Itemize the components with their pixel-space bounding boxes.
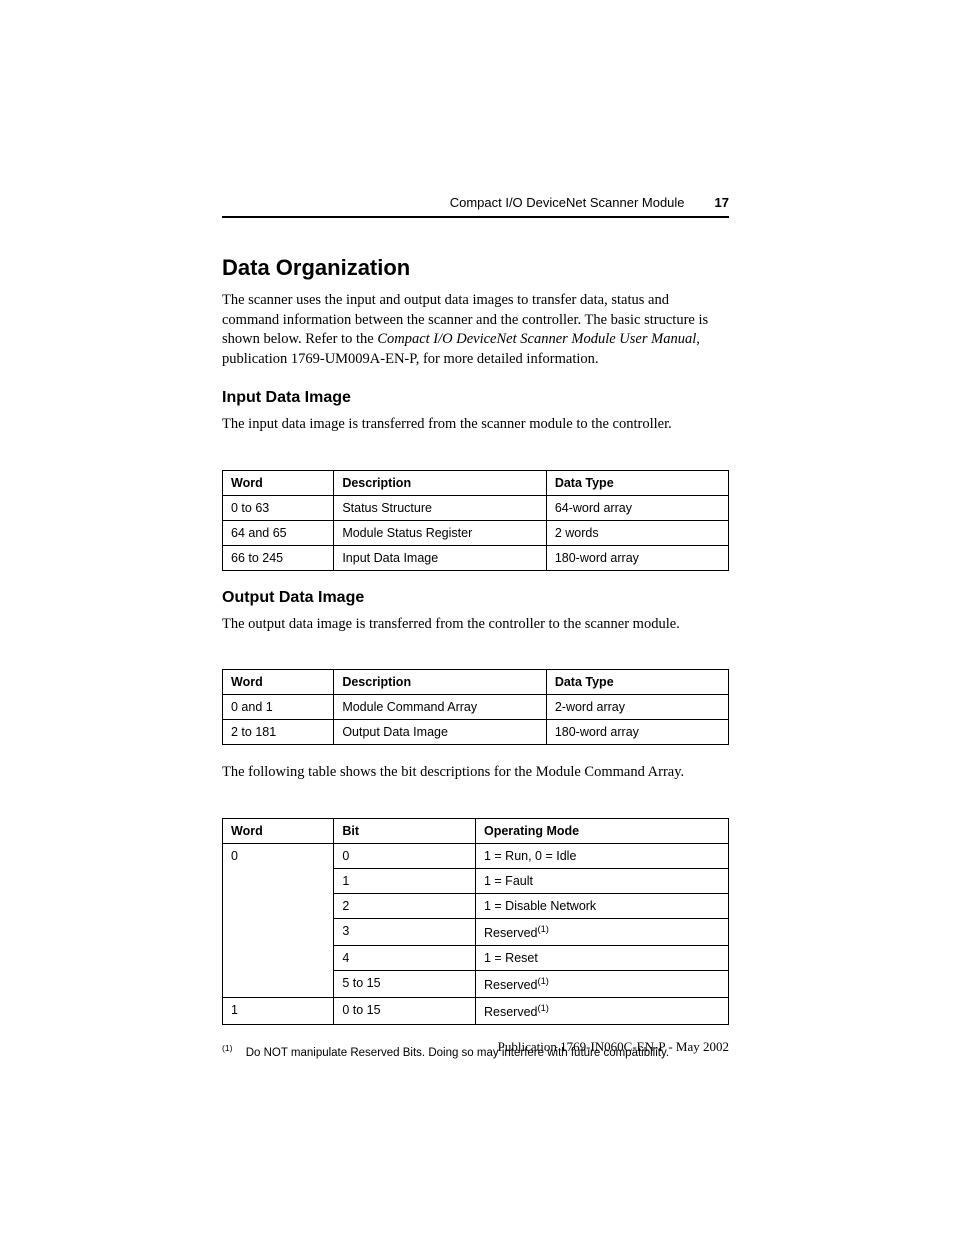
output-table: Word Description Data Type 0 and 1Module… — [222, 669, 729, 745]
output-heading: Output Data Image — [222, 589, 729, 607]
footnote-marker: (1) — [222, 1043, 233, 1053]
th-datatype: Data Type — [546, 670, 728, 695]
table-cell-mode: 1 = Run, 0 = Idle — [475, 843, 728, 868]
th-description: Description — [334, 470, 547, 495]
table-cell: 2-word array — [546, 695, 728, 720]
table-cell-bit: 2 — [334, 893, 476, 918]
table-row: 66 to 245Input Data Image180-word array — [223, 545, 729, 570]
table-cell-mode: Reserved(1) — [475, 971, 728, 998]
table-cell: 66 to 245 — [223, 545, 334, 570]
intro-italic: Compact I/O DeviceNet Scanner Module Use… — [377, 331, 696, 347]
table-cell: Status Structure — [334, 495, 547, 520]
table-cell-mode: Reserved(1) — [475, 918, 728, 945]
page-number: 17 — [715, 195, 729, 210]
table-cell: 0 and 1 — [223, 695, 334, 720]
table-cell-bit: 4 — [334, 946, 476, 971]
bit-text: The following table shows the bit descri… — [222, 763, 729, 783]
table-cell-mode: Reserved(1) — [475, 998, 728, 1025]
table-cell: Input Data Image — [334, 545, 547, 570]
table-cell: 0 to 63 — [223, 495, 334, 520]
table-cell: 64 and 65 — [223, 520, 334, 545]
table-header-row: Word Description Data Type — [223, 470, 729, 495]
table-cell-mode: 1 = Reset — [475, 946, 728, 971]
table-cell-mode: 1 = Fault — [475, 868, 728, 893]
table-cell: 180-word array — [546, 545, 728, 570]
table-cell-word: 0 — [223, 843, 334, 997]
table-cell: Output Data Image — [334, 720, 547, 745]
section-heading: Data Organization — [222, 255, 729, 281]
table-row: 2 to 181Output Data Image180-word array — [223, 720, 729, 745]
header-title: Compact I/O DeviceNet Scanner Module — [450, 195, 685, 210]
table-cell-mode: 1 = Disable Network — [475, 893, 728, 918]
th-datatype: Data Type — [546, 470, 728, 495]
table-header-row: Word Bit Operating Mode — [223, 818, 729, 843]
th-bit: Bit — [334, 818, 476, 843]
input-table: Word Description Data Type 0 to 63Status… — [222, 470, 729, 571]
table-row: 64 and 65Module Status Register2 words — [223, 520, 729, 545]
table-cell-bit: 0 — [334, 843, 476, 868]
table-cell-bit: 1 — [334, 868, 476, 893]
table-row: 0 and 1Module Command Array2-word array — [223, 695, 729, 720]
table-header-row: Word Description Data Type — [223, 670, 729, 695]
input-text: The input data image is transferred from… — [222, 415, 729, 435]
table-cell-bit: 3 — [334, 918, 476, 945]
footnote-ref: (1) — [537, 1003, 548, 1013]
table-cell: Module Status Register — [334, 520, 547, 545]
footer-text: Publication 1769-IN060C-EN-P - May 2002 — [498, 1039, 729, 1054]
table-row: 10 to 15Reserved(1) — [223, 998, 729, 1025]
page-header: Compact I/O DeviceNet Scanner Module 17 — [222, 195, 729, 218]
table-cell: 64-word array — [546, 495, 728, 520]
table-cell: Module Command Array — [334, 695, 547, 720]
table-cell: 2 to 181 — [223, 720, 334, 745]
bit-table: Word Bit Operating Mode 001 = Run, 0 = I… — [222, 818, 729, 1025]
footer: Publication 1769-IN060C-EN-P - May 2002 — [498, 1039, 729, 1055]
table-cell-word: 1 — [223, 998, 334, 1025]
th-word: Word — [223, 818, 334, 843]
input-heading: Input Data Image — [222, 389, 729, 407]
output-text: The output data image is transferred fro… — [222, 615, 729, 635]
footnote-ref: (1) — [537, 924, 548, 934]
footnote-ref: (1) — [537, 976, 548, 986]
table-row: 001 = Run, 0 = Idle — [223, 843, 729, 868]
th-description: Description — [334, 670, 547, 695]
th-mode: Operating Mode — [475, 818, 728, 843]
table-cell: 180-word array — [546, 720, 728, 745]
intro-paragraph: The scanner uses the input and output da… — [222, 291, 729, 369]
table-cell-bit: 0 to 15 — [334, 998, 476, 1025]
th-word: Word — [223, 670, 334, 695]
table-row: 0 to 63Status Structure64-word array — [223, 495, 729, 520]
th-word: Word — [223, 470, 334, 495]
table-cell: 2 words — [546, 520, 728, 545]
table-cell-bit: 5 to 15 — [334, 971, 476, 998]
